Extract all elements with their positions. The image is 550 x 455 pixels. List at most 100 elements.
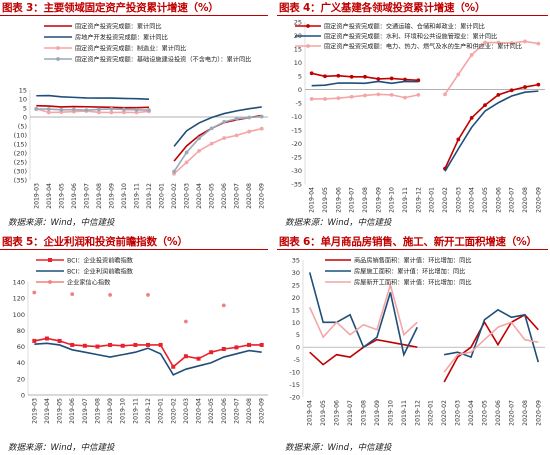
y-tick-label: (30) <box>14 168 27 176</box>
data-point <box>209 141 214 146</box>
y-tick-label: 80 <box>17 327 25 335</box>
x-tick-label: 2019-09 <box>374 400 381 426</box>
y-tick-label: -35 <box>291 181 302 189</box>
data-point <box>234 345 239 350</box>
series-line <box>34 337 262 368</box>
series-line <box>444 308 540 363</box>
data-point <box>509 41 514 45</box>
data-point <box>183 319 188 324</box>
data-point <box>57 338 62 343</box>
series-line <box>444 90 539 172</box>
y-tick-label: -5 <box>294 356 300 364</box>
data-point <box>133 342 138 347</box>
x-tick-label: 2019-05 <box>322 187 329 213</box>
legend-marker <box>56 57 60 61</box>
data-point <box>336 73 341 78</box>
x-tick-label: 2019-04 <box>46 183 53 209</box>
data-point <box>34 107 39 111</box>
series-line <box>36 94 150 100</box>
y-tick-label: (35) <box>14 177 27 185</box>
data-point <box>108 342 113 347</box>
x-tick-label: 2020-03 <box>455 187 462 213</box>
data-point <box>509 88 514 93</box>
legend-label: 固定资产投资完成额：基础设施建设投资（不含电力）：累计同比 <box>75 55 251 63</box>
x-tick-label: 2020-05 <box>208 398 215 424</box>
data-point <box>196 356 201 361</box>
x-tick-label: 2019-06 <box>69 398 76 424</box>
data-point <box>376 92 381 97</box>
source-note: 数据来源：Wind，中信建投 <box>285 218 392 228</box>
data-point <box>46 107 51 111</box>
y-tick-label: 20 <box>17 375 25 383</box>
data-point <box>456 72 461 77</box>
data-point <box>171 364 176 369</box>
x-tick-label: 2019-05 <box>320 400 327 426</box>
x-tick-label: 2019-12 <box>414 400 421 426</box>
x-tick-label: 2020-06 <box>495 400 502 426</box>
y-tick-label: 5 <box>23 105 27 113</box>
x-tick-label: 2019-12 <box>146 183 153 209</box>
y-tick-label: 25 <box>292 281 300 289</box>
x-tick-label: 2019-08 <box>361 400 368 426</box>
x-tick-label: 2020-08 <box>246 398 253 424</box>
data-point <box>349 94 354 99</box>
chart-panel-3: 图表 3：主要领域固定资产投资累计增速（%） 15 10 5 0 (5) (10) (15)… <box>0 0 275 228</box>
y-tick-label: 15 <box>294 46 302 54</box>
x-tick-label: 2019-03 <box>31 398 38 424</box>
y-tick-label: 35 <box>292 257 300 265</box>
data-point <box>122 107 126 112</box>
data-point <box>109 110 114 115</box>
x-tick-label: 2020-05 <box>482 187 489 213</box>
series-line <box>443 321 539 373</box>
series-line <box>443 313 539 383</box>
data-point <box>95 344 100 349</box>
legend-label: 房屋施工面积：累计值：环比增加：同比 <box>354 267 465 275</box>
chart-title: 图表 4：广义基建各领域投资累计增速（%） <box>279 2 486 14</box>
legend-label: 商品房销售面积：累计值：环比增加：同比 <box>354 256 472 264</box>
y-tick-label: (10) <box>14 132 27 140</box>
data-point <box>70 292 75 297</box>
y-tick-label: (25) <box>14 159 27 167</box>
x-tick-label: 2020-07 <box>234 183 241 209</box>
data-point <box>59 107 64 112</box>
data-point <box>134 110 139 115</box>
y-tick-label: 15 <box>19 87 27 95</box>
y-tick-label: -25 <box>291 154 302 162</box>
data-point <box>172 169 176 174</box>
x-tick-label: 2019-06 <box>334 400 341 426</box>
chart-panel-4: 图表 4：广义基建各领域投资累计增速（%） 25 20 15 10 5 0 -5 -10 -15… <box>277 0 550 228</box>
x-tick-label: 2019-05 <box>57 398 64 424</box>
x-tick-label: 2020-04 <box>469 187 476 213</box>
data-point <box>158 342 163 347</box>
x-tick-label: 2019-07 <box>82 398 89 424</box>
data-point <box>84 108 89 113</box>
legend-marker <box>48 258 52 262</box>
data-point <box>147 108 151 113</box>
series-line <box>173 115 262 172</box>
y-tick-label: 140 <box>13 279 25 287</box>
data-point <box>363 93 367 98</box>
x-tick-label: 2020-01 <box>158 398 165 424</box>
data-point <box>336 96 341 101</box>
x-tick-label: 2020-09 <box>535 187 542 213</box>
legend-label: 房地产开发投资完成额：累计同比 <box>75 33 168 41</box>
x-tick-label: 2019-10 <box>120 398 127 424</box>
y-tick-label: (15) <box>14 141 27 149</box>
data-point <box>32 290 37 295</box>
x-tick-label: 2020-09 <box>535 400 542 426</box>
data-point <box>259 114 264 119</box>
data-point <box>108 293 113 297</box>
x-tick-label: 2020-08 <box>522 187 529 213</box>
y-tick-label: 5 <box>298 73 302 81</box>
series-line <box>36 107 150 114</box>
data-point <box>209 350 214 355</box>
x-tick-label: 2020-01 <box>429 187 436 213</box>
x-tick-label: 2019-04 <box>307 400 314 426</box>
legend-marker <box>306 44 310 48</box>
y-tick-label: -15 <box>289 381 300 389</box>
x-tick-label: 2020-07 <box>233 398 240 424</box>
chart-plot: 140 120 100 80 60 40 20 0 2019-03 2019-04 2019-05 2… <box>13 256 268 424</box>
x-tick-label: 2020-07 <box>509 187 516 213</box>
